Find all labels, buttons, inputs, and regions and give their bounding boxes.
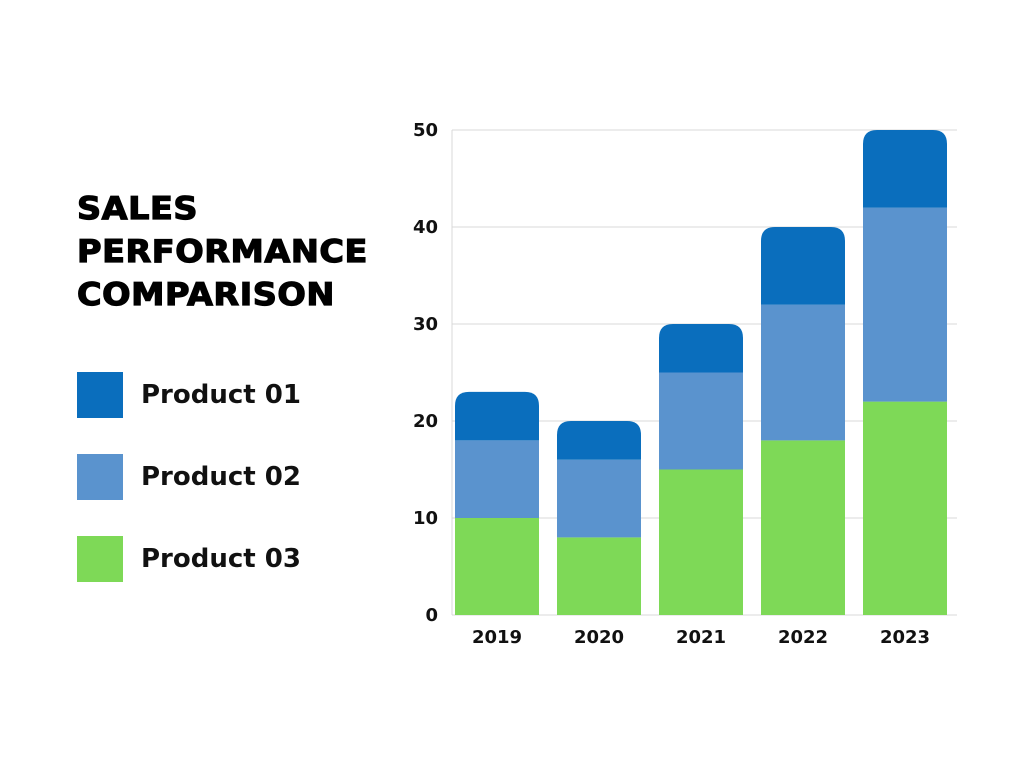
bar-segment-product-02-2019 [455, 440, 539, 518]
bar-segment-product-02-2020 [557, 459, 641, 538]
bar-segment-product-03-2021 [659, 469, 743, 615]
title-line: PERFORMANCE [76, 233, 368, 270]
legend-label: Product 03 [141, 544, 301, 574]
y-tick-label: 50 [413, 120, 438, 141]
bar-segment-product-02-2021 [659, 372, 743, 470]
title-line: COMPARISON [76, 276, 335, 313]
bar-segment-product-01-2019 [455, 391, 539, 441]
legend-swatch [77, 454, 123, 500]
legend-item-product-01: Product 01 [77, 372, 301, 418]
legend-item-product-03: Product 03 [77, 536, 301, 582]
bar-segment-product-01-2022 [761, 227, 845, 305]
legend-label: Product 02 [141, 462, 301, 492]
y-tick-label: 20 [413, 411, 438, 432]
bar-segment-product-03-2022 [761, 440, 845, 615]
chart-title: SALES PERFORMANCE COMPARISON [76, 188, 368, 317]
x-tick-label: 2021 [676, 627, 726, 648]
x-tick-label: 2019 [472, 627, 522, 648]
bar-segment-product-01-2021 [659, 324, 743, 373]
legend-swatch [77, 536, 123, 582]
y-tick-label: 10 [413, 508, 438, 529]
legend-label: Product 01 [141, 380, 301, 410]
legend-swatch [77, 372, 123, 418]
x-tick-label: 2023 [880, 627, 930, 648]
title-line: SALES [76, 190, 199, 227]
legend: Product 01 Product 02 Product 03 [77, 372, 301, 618]
bar-segment-product-01-2023 [863, 130, 947, 208]
y-tick-label: 0 [425, 605, 438, 626]
x-tick-label: 2022 [778, 627, 828, 648]
legend-item-product-02: Product 02 [77, 454, 301, 500]
bar-segment-product-03-2019 [455, 518, 539, 615]
y-tick-label: 40 [413, 217, 438, 238]
bar-segment-product-02-2022 [761, 304, 845, 441]
bar-segment-product-03-2023 [863, 401, 947, 615]
y-tick-label: 30 [413, 314, 438, 335]
bar-segment-product-03-2020 [557, 537, 641, 615]
bar-segment-product-02-2023 [863, 207, 947, 402]
bar-segment-product-01-2020 [557, 421, 641, 460]
x-tick-label: 2020 [574, 627, 624, 648]
